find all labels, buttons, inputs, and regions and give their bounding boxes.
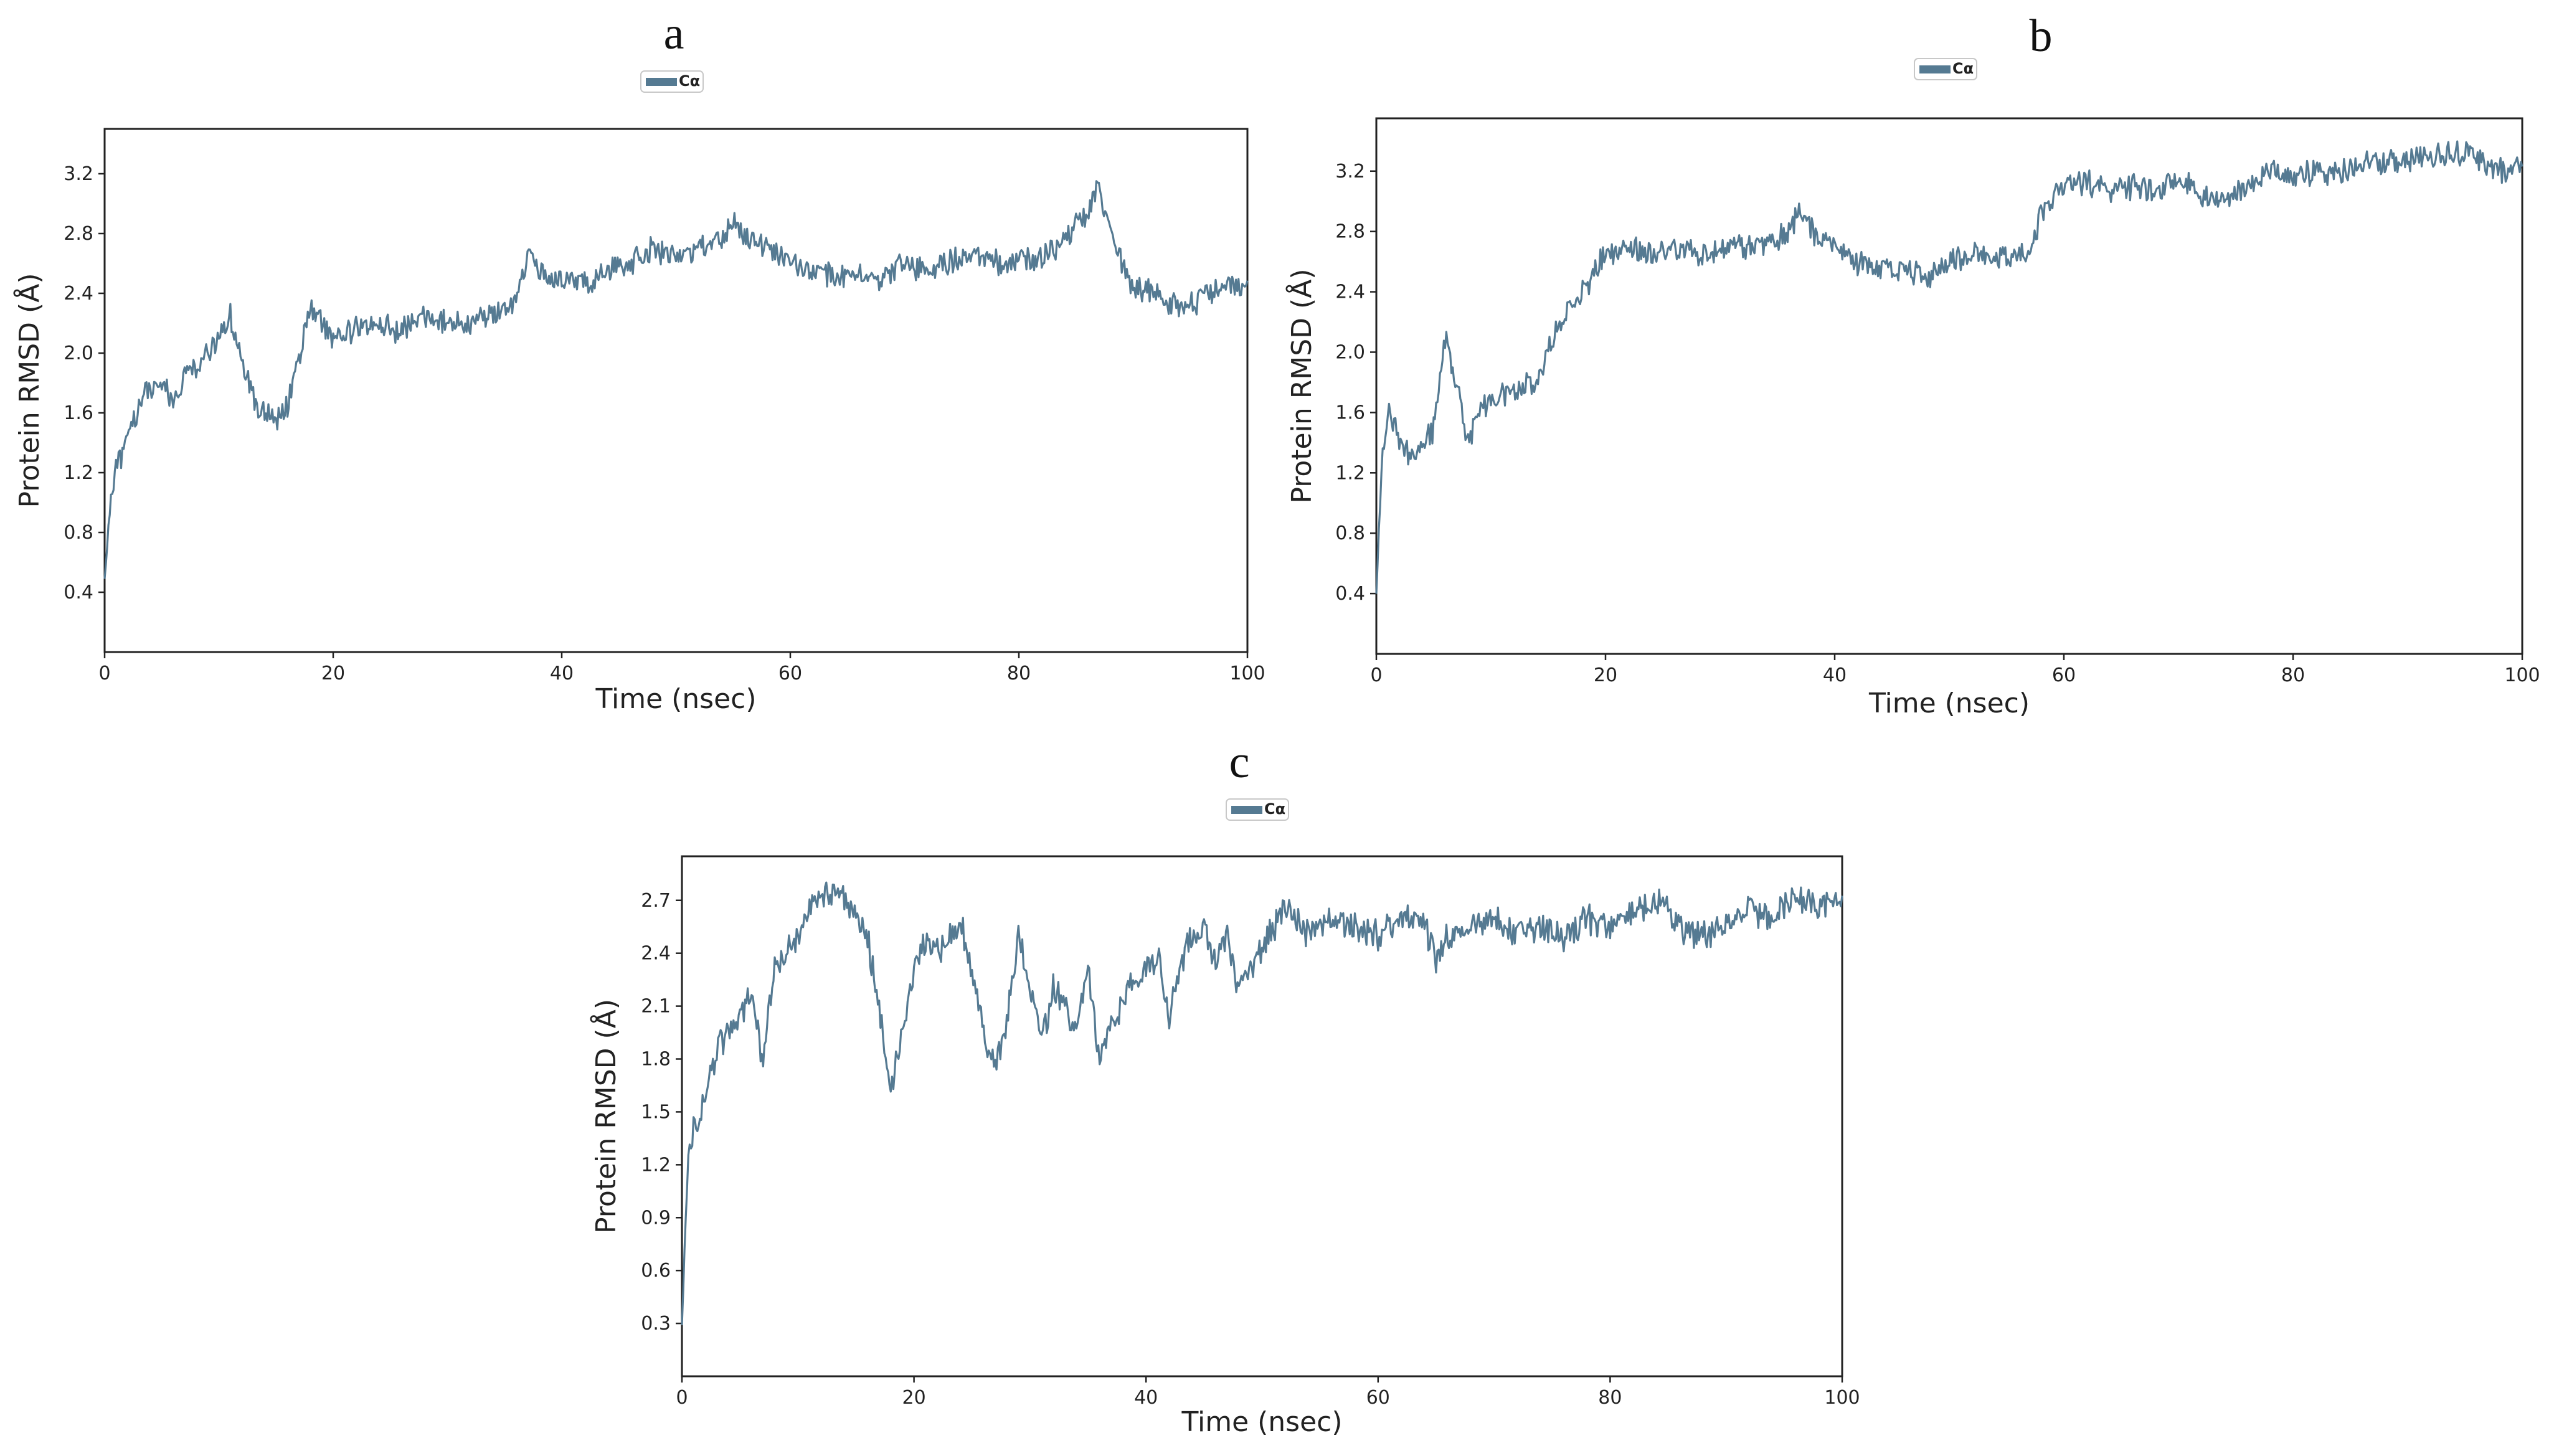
y-tick-label: 1.2: [64, 462, 93, 484]
y-tick-label: 2.1: [641, 996, 671, 1018]
x-tick-label: 80: [1598, 1387, 1622, 1409]
panel-c-label: c: [1229, 737, 1250, 788]
y-axis-title: Protein RMSD (Å): [1285, 269, 1318, 504]
x-tick-label: 40: [1823, 664, 1847, 686]
x-tick-label: 60: [778, 663, 802, 684]
panel-c-legend: Cα: [1226, 798, 1289, 821]
y-tick-label: 2.4: [1335, 281, 1365, 303]
legend-label: Cα: [1264, 800, 1285, 818]
legend-swatch: [1919, 65, 1951, 73]
y-tick-label: 3.2: [64, 163, 93, 185]
series-line-Cα: [103, 180, 1249, 579]
y-tick-label: 1.6: [64, 402, 93, 424]
legend-swatch: [1231, 806, 1262, 814]
x-tick-label: 0: [676, 1387, 688, 1409]
y-tick-label: 2.8: [1335, 221, 1365, 243]
legend-label: Cα: [679, 72, 700, 90]
x-tick-label: 80: [2281, 664, 2305, 686]
panel-b-label: b: [2030, 11, 2053, 62]
panel-b-chart: b Cα 0 20 40 60 80 100 0.4 0.8 1.2 1.6 2.0 2.4 2.8 3.2 T…: [1285, 11, 2540, 719]
x-axis-title: Time (nsec): [1868, 688, 2030, 719]
x-tick-label: 20: [902, 1387, 926, 1409]
x-axis-title: Time (nsec): [595, 683, 756, 715]
x-tick-label: 20: [1594, 664, 1617, 686]
x-tick-label: 40: [550, 663, 574, 684]
plot-area-frame: [103, 128, 1249, 653]
y-tick-label: 0.9: [641, 1207, 671, 1229]
series-line-Cα: [681, 881, 1843, 1325]
y-tick-label: 0.8: [64, 522, 93, 544]
y-tick-label: 1.5: [641, 1101, 671, 1123]
y-tick-label: 2.0: [1335, 341, 1365, 363]
y-tick-label: 1.6: [1335, 402, 1365, 423]
x-tick-label: 100: [1229, 663, 1265, 684]
y-tick-label: 2.8: [64, 223, 93, 245]
legend-swatch: [646, 78, 677, 86]
legend-label: Cα: [1952, 60, 1974, 77]
x-tick-label: 100: [1824, 1387, 1860, 1409]
y-tick-label: 0.4: [64, 582, 93, 603]
y-axis-title: Protein RMSD (Å): [589, 999, 622, 1234]
y-tick-label: 0.6: [641, 1260, 671, 1282]
x-tick-label: 0: [1370, 664, 1382, 686]
panel-c-chart: c Cα 0 20 40 60 80 100 0.3 0.6 0.9 1.2 1.5 1.8 2.1 2.4 2…: [589, 737, 1860, 1438]
y-tick-label: 2.0: [64, 343, 93, 364]
x-tick-label: 80: [1007, 663, 1031, 684]
y-tick-label: 1.2: [1335, 462, 1365, 484]
x-tick-label: 60: [2052, 664, 2076, 686]
panel-a-legend: Cα: [640, 70, 704, 93]
series-line-Cα: [1375, 140, 2523, 594]
y-tick-label: 2.4: [641, 943, 671, 965]
y-tick-label: 0.3: [641, 1313, 671, 1335]
x-axis-title: Time (nsec): [1181, 1406, 1342, 1438]
panel-a-chart: a Cα 0 20 40 60 80 100 0.4 0.8 1.2 1.6 2.0 2.4 2.8 3.2 T…: [12, 8, 1265, 715]
panel-a-label: a: [664, 8, 684, 59]
y-tick-label: 1.2: [641, 1154, 671, 1176]
plot-area-frame: [1375, 117, 2523, 655]
x-tick-label: 100: [2504, 664, 2540, 686]
y-tick-label: 0.8: [1335, 522, 1365, 544]
y-tick-label: 2.4: [64, 283, 93, 305]
y-tick-label: 3.2: [1335, 161, 1365, 182]
panel-b-legend: Cα: [1914, 58, 1977, 80]
x-tick-label: 40: [1134, 1387, 1158, 1409]
x-tick-label: 20: [321, 663, 345, 684]
x-tick-label: 0: [98, 663, 110, 684]
y-tick-label: 0.4: [1335, 583, 1365, 605]
y-tick-label: 2.7: [641, 890, 671, 912]
x-tick-label: 60: [1366, 1387, 1390, 1409]
plot-area-frame: [681, 855, 1843, 1378]
y-tick-label: 1.8: [641, 1049, 671, 1071]
y-axis-title: Protein RMSD (Å): [12, 273, 45, 508]
